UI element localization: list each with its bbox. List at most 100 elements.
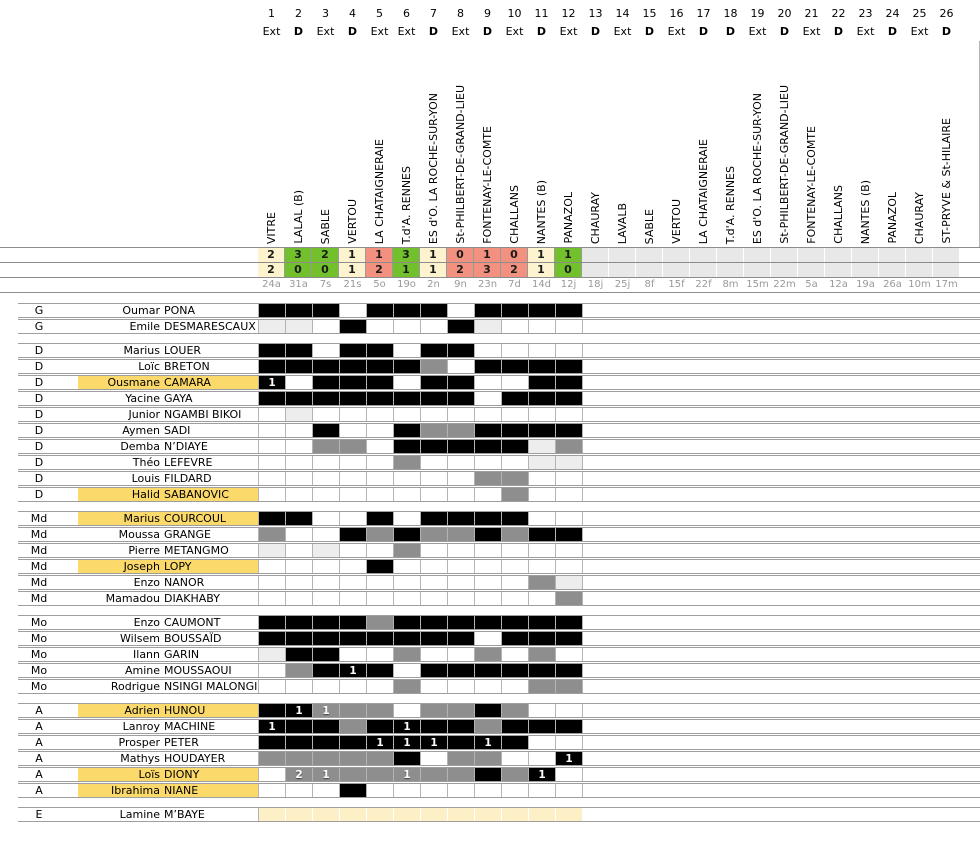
match-cell[interactable] <box>367 648 394 661</box>
match-cell[interactable] <box>556 560 583 573</box>
match-cell[interactable] <box>421 488 448 501</box>
match-cell[interactable] <box>340 680 367 693</box>
match-cell[interactable]: 1 <box>394 720 421 733</box>
opponent-cell[interactable]: CHALLANS <box>501 41 528 247</box>
match-cell[interactable] <box>421 768 448 781</box>
opponent-cell[interactable]: St-PHILBERT-DE-GRAND-LIEU <box>771 41 798 247</box>
match-number-cell[interactable]: 23 <box>858 7 873 20</box>
match-cell[interactable] <box>475 648 502 661</box>
score-top-cell[interactable] <box>852 248 879 262</box>
opponent-cell[interactable]: LAVALB <box>609 41 636 247</box>
match-number-cell[interactable]: 14 <box>615 7 630 20</box>
score-bottom-cell[interactable]: 3 <box>474 263 501 277</box>
score-top-cell[interactable]: 1 <box>555 248 582 262</box>
match-cell[interactable] <box>259 408 286 421</box>
match-cell[interactable] <box>421 632 448 645</box>
opponent-cell[interactable]: PANAZOL <box>555 41 582 247</box>
match-cell[interactable] <box>259 680 286 693</box>
match-cell[interactable] <box>502 360 529 373</box>
match-cell[interactable] <box>556 472 583 485</box>
score-top-cell[interactable] <box>771 248 798 262</box>
score-top-cell[interactable]: 2 <box>312 248 339 262</box>
match-cell[interactable] <box>340 632 367 645</box>
venue-cell[interactable]: D <box>941 25 952 38</box>
match-cell[interactable] <box>502 768 529 781</box>
match-cell[interactable] <box>313 376 340 389</box>
match-number-cell[interactable]: 26 <box>939 7 954 20</box>
match-cell[interactable] <box>286 736 313 749</box>
match-cell[interactable] <box>448 808 475 821</box>
match-cell[interactable] <box>448 560 475 573</box>
venue-cell[interactable]: D <box>347 25 358 38</box>
match-cell[interactable] <box>529 512 556 525</box>
venue-cell[interactable]: D <box>779 25 790 38</box>
match-cell[interactable] <box>259 704 286 717</box>
match-cell[interactable] <box>556 440 583 453</box>
match-cell[interactable] <box>556 808 583 821</box>
match-cell[interactable] <box>556 488 583 501</box>
score-top-cell[interactable]: 0 <box>447 248 474 262</box>
match-cell[interactable] <box>313 440 340 453</box>
match-cell[interactable] <box>313 592 340 605</box>
match-cell[interactable] <box>259 424 286 437</box>
match-cell[interactable] <box>529 408 556 421</box>
player-row[interactable]: G Oumar PONA <box>18 303 980 318</box>
player-row[interactable]: D Ousmane CAMARA 1 <box>18 375 980 390</box>
match-cell[interactable] <box>421 720 448 733</box>
match-cell[interactable] <box>259 576 286 589</box>
match-cell[interactable] <box>367 424 394 437</box>
match-cell[interactable] <box>475 344 502 357</box>
match-cell[interactable] <box>340 648 367 661</box>
date-cell[interactable]: 14d <box>531 279 552 290</box>
score-top-cell[interactable]: 2 <box>258 248 285 262</box>
venue-cell[interactable]: Ext <box>505 25 524 38</box>
match-cell[interactable] <box>394 560 421 573</box>
match-cell[interactable] <box>367 376 394 389</box>
match-cell[interactable] <box>313 680 340 693</box>
match-cell[interactable] <box>286 648 313 661</box>
score-top-cell[interactable]: 1 <box>339 248 366 262</box>
match-cell[interactable] <box>313 616 340 629</box>
match-cell[interactable] <box>286 632 313 645</box>
date-cell[interactable]: 8m <box>722 279 739 290</box>
match-cell[interactable] <box>448 752 475 765</box>
match-cell[interactable] <box>394 808 421 821</box>
date-cell[interactable]: 12j <box>560 279 577 290</box>
match-number-cell[interactable]: 4 <box>349 7 356 20</box>
match-cell[interactable] <box>502 544 529 557</box>
date-cell[interactable]: 24a <box>262 279 281 290</box>
match-cell[interactable] <box>502 560 529 573</box>
match-cell[interactable]: 1 <box>286 704 313 717</box>
match-cell[interactable] <box>259 320 286 333</box>
match-cell[interactable] <box>286 304 313 317</box>
match-cell[interactable] <box>259 488 286 501</box>
match-cell[interactable] <box>421 648 448 661</box>
match-cell[interactable] <box>556 784 583 797</box>
match-cell[interactable] <box>502 752 529 765</box>
match-cell[interactable] <box>259 304 286 317</box>
venue-cell[interactable]: D <box>887 25 898 38</box>
match-cell[interactable] <box>502 376 529 389</box>
match-cell[interactable] <box>475 592 502 605</box>
match-cell[interactable] <box>556 304 583 317</box>
score-top-cell[interactable] <box>609 248 636 262</box>
date-cell[interactable]: 7s <box>319 279 332 290</box>
venue-cell[interactable]: D <box>428 25 439 38</box>
score-bottom-cell[interactable]: 1 <box>339 263 366 277</box>
match-cell[interactable] <box>394 648 421 661</box>
match-cell[interactable] <box>394 376 421 389</box>
match-cell[interactable] <box>394 664 421 677</box>
score-top-cell[interactable] <box>825 248 852 262</box>
match-number-cell[interactable]: 13 <box>588 7 603 20</box>
match-cell[interactable] <box>313 720 340 733</box>
match-cell[interactable] <box>340 752 367 765</box>
match-cell[interactable] <box>475 440 502 453</box>
venue-cell[interactable]: Ext <box>856 25 875 38</box>
match-number-cell[interactable]: 1 <box>268 7 275 20</box>
match-cell[interactable] <box>340 544 367 557</box>
score-top-cell[interactable]: 1 <box>474 248 501 262</box>
match-number-cell[interactable]: 5 <box>376 7 383 20</box>
match-cell[interactable] <box>502 592 529 605</box>
match-cell[interactable] <box>529 440 556 453</box>
player-row[interactable]: D Louis FILDARD <box>18 471 980 486</box>
